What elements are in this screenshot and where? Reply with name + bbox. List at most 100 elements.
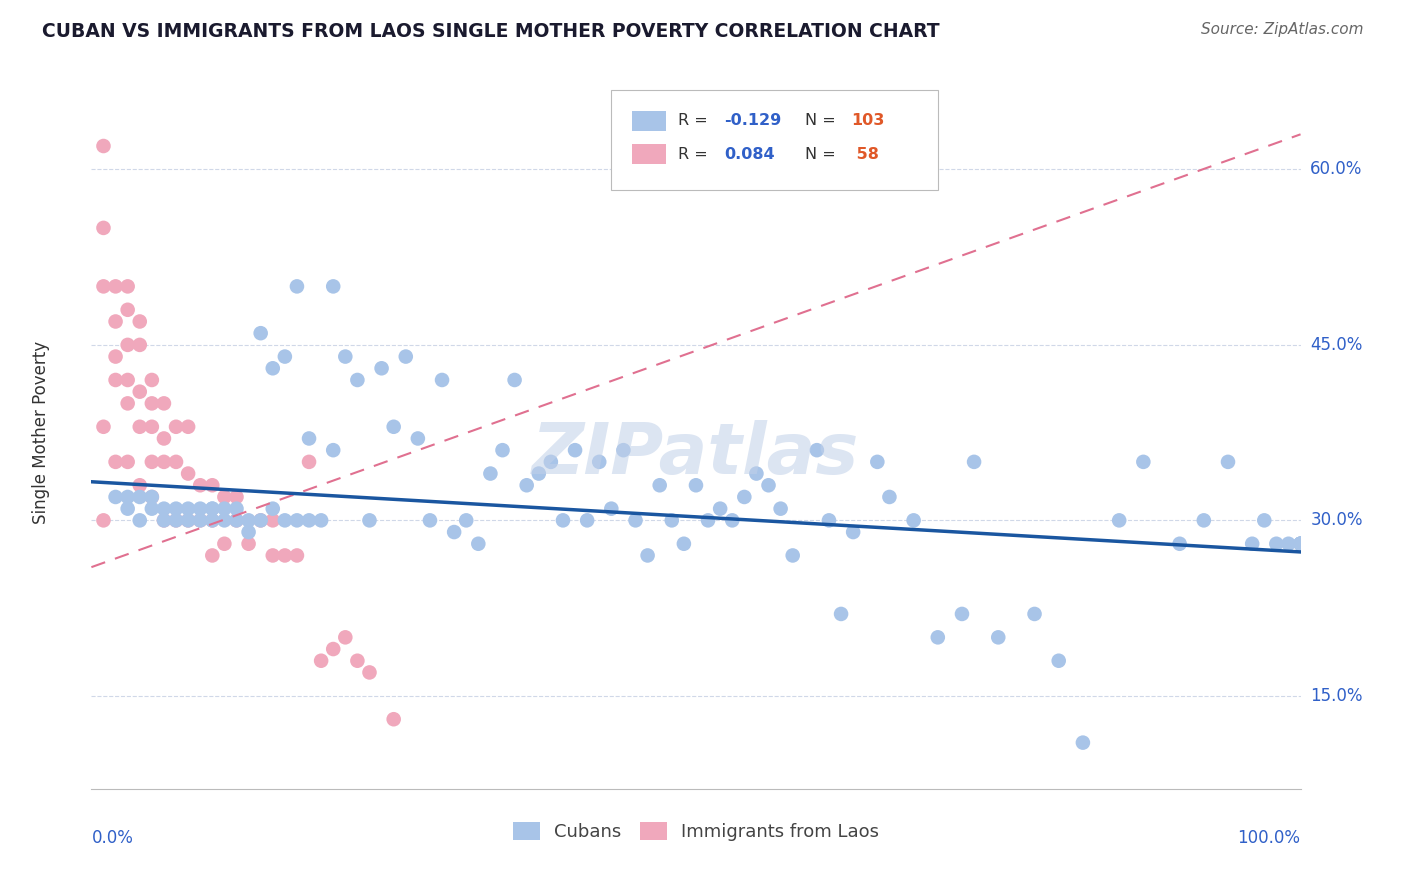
Point bbox=[322, 279, 344, 293]
Point bbox=[201, 478, 224, 492]
Point bbox=[624, 513, 647, 527]
Point bbox=[117, 396, 139, 410]
Text: Source: ZipAtlas.com: Source: ZipAtlas.com bbox=[1201, 22, 1364, 37]
Point bbox=[637, 549, 659, 563]
Point bbox=[1277, 537, 1299, 551]
Point bbox=[298, 432, 321, 446]
Point bbox=[104, 350, 127, 364]
Text: 45.0%: 45.0% bbox=[1310, 336, 1362, 354]
Point bbox=[238, 524, 260, 539]
Point bbox=[128, 314, 150, 328]
Point bbox=[117, 501, 139, 516]
Point bbox=[987, 631, 1010, 645]
Point bbox=[214, 537, 236, 551]
Point bbox=[745, 467, 768, 481]
Point bbox=[153, 432, 176, 446]
Text: 60.0%: 60.0% bbox=[1310, 161, 1362, 178]
Point bbox=[842, 524, 865, 539]
Point bbox=[1108, 513, 1130, 527]
Point bbox=[927, 631, 949, 645]
Point bbox=[866, 455, 889, 469]
Text: N =: N = bbox=[804, 147, 841, 161]
Point bbox=[600, 501, 623, 516]
Point bbox=[262, 549, 284, 563]
Point bbox=[165, 419, 187, 434]
Point bbox=[551, 513, 574, 527]
Point bbox=[527, 467, 550, 481]
Point bbox=[503, 373, 526, 387]
Point bbox=[177, 501, 200, 516]
Point bbox=[165, 513, 187, 527]
Point bbox=[201, 501, 224, 516]
Point bbox=[382, 419, 405, 434]
Point bbox=[1047, 654, 1070, 668]
Point bbox=[1132, 455, 1154, 469]
Point bbox=[249, 513, 271, 527]
Point bbox=[430, 373, 453, 387]
Point bbox=[141, 419, 163, 434]
Point bbox=[359, 513, 381, 527]
Text: R =: R = bbox=[678, 147, 713, 161]
Point bbox=[1265, 537, 1288, 551]
Point bbox=[903, 513, 925, 527]
Point bbox=[1289, 537, 1312, 551]
Point bbox=[782, 549, 804, 563]
Point bbox=[249, 513, 271, 527]
Point bbox=[1289, 537, 1312, 551]
Point bbox=[322, 443, 344, 458]
Point bbox=[128, 384, 150, 399]
Point bbox=[950, 607, 973, 621]
Point bbox=[274, 513, 297, 527]
Point bbox=[93, 513, 115, 527]
Text: 58: 58 bbox=[851, 147, 879, 161]
Point bbox=[685, 478, 707, 492]
Point bbox=[818, 513, 841, 527]
Point bbox=[128, 478, 150, 492]
Point bbox=[153, 501, 176, 516]
Point bbox=[1253, 513, 1275, 527]
Point bbox=[188, 513, 211, 527]
Point bbox=[576, 513, 599, 527]
Point bbox=[697, 513, 720, 527]
Point bbox=[359, 665, 381, 680]
Point bbox=[1289, 537, 1312, 551]
Point bbox=[588, 455, 610, 469]
FancyBboxPatch shape bbox=[631, 145, 666, 164]
Point bbox=[214, 490, 236, 504]
Point bbox=[177, 419, 200, 434]
Legend: Cubans, Immigrants from Laos: Cubans, Immigrants from Laos bbox=[506, 814, 886, 848]
Point bbox=[201, 513, 224, 527]
Point bbox=[479, 467, 502, 481]
Point bbox=[661, 513, 683, 527]
Point bbox=[322, 642, 344, 657]
Point bbox=[443, 524, 465, 539]
Point bbox=[165, 455, 187, 469]
Point bbox=[491, 443, 513, 458]
Point bbox=[104, 490, 127, 504]
Point bbox=[225, 513, 247, 527]
Text: N =: N = bbox=[804, 113, 841, 128]
Point bbox=[177, 513, 200, 527]
Point bbox=[406, 432, 429, 446]
Point bbox=[117, 279, 139, 293]
Point bbox=[249, 326, 271, 341]
Point bbox=[1216, 455, 1239, 469]
Point bbox=[214, 501, 236, 516]
Point bbox=[285, 279, 308, 293]
Point bbox=[93, 419, 115, 434]
Text: 103: 103 bbox=[851, 113, 884, 128]
Point bbox=[709, 501, 731, 516]
Point bbox=[117, 490, 139, 504]
Point bbox=[238, 513, 260, 527]
Point bbox=[419, 513, 441, 527]
Text: CUBAN VS IMMIGRANTS FROM LAOS SINGLE MOTHER POVERTY CORRELATION CHART: CUBAN VS IMMIGRANTS FROM LAOS SINGLE MOT… bbox=[42, 22, 939, 41]
Point bbox=[141, 490, 163, 504]
Text: 0.0%: 0.0% bbox=[91, 829, 134, 847]
Point bbox=[1024, 607, 1046, 621]
Point bbox=[104, 279, 127, 293]
Text: 100.0%: 100.0% bbox=[1237, 829, 1301, 847]
Point bbox=[141, 501, 163, 516]
Text: 0.084: 0.084 bbox=[724, 147, 775, 161]
Point bbox=[382, 712, 405, 726]
Point bbox=[733, 490, 755, 504]
